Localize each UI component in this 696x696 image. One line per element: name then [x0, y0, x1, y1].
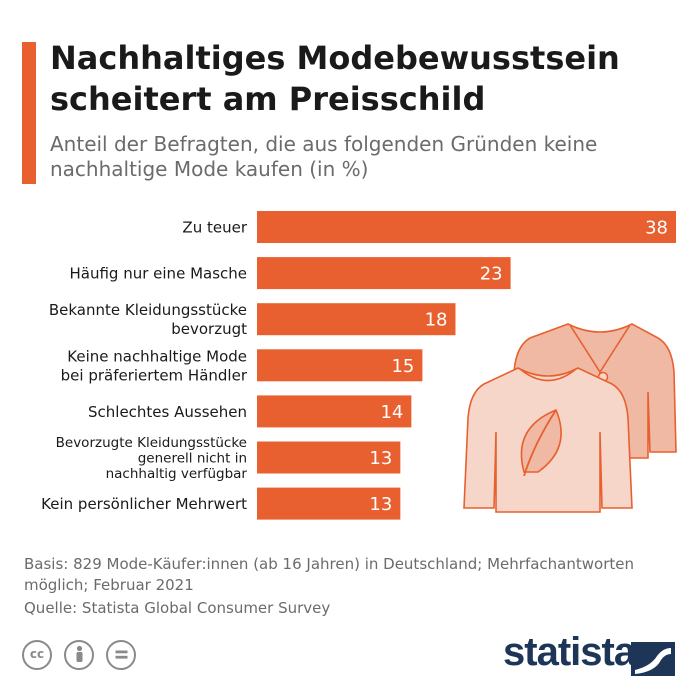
creative-commons-icon: cc	[22, 640, 52, 670]
category-label-0: Zu teuer	[182, 219, 247, 237]
bar-1	[257, 257, 511, 290]
category-label-2: Bekannte Kleidungsstücke bevorzugt	[49, 301, 247, 338]
category-label-1: Häufig nur eine Masche	[70, 265, 248, 283]
category-label-4: Schlechtes Aussehen	[88, 403, 247, 421]
category-label-5: Bevorzugte Kleidungsstücke generell nicht…	[56, 435, 248, 482]
bar-4	[257, 395, 412, 428]
bar-3	[257, 349, 423, 382]
bar-0	[257, 211, 676, 243]
statista-logo-icon	[631, 642, 675, 676]
page-title: Nachhaltiges Modebewusstsein scheitert a…	[50, 39, 620, 118]
bar-2	[257, 303, 456, 336]
bar-value-label-5: 13	[369, 448, 392, 469]
bar-5	[257, 441, 401, 474]
chart-source: Quelle: Statista Global Consumer Survey	[24, 599, 331, 617]
title-accent-bar	[22, 42, 36, 184]
chart-notes: Basis: 829 Mode-Käufer:innen (ab 16 Jahr…	[24, 555, 634, 594]
cardigan-and-sweater-with-leaf-icon	[463, 323, 677, 513]
no-derivatives-icon	[106, 640, 136, 670]
bar-6	[257, 487, 401, 520]
category-label-3: Keine nachhaltige Mode bei präferiertem H…	[61, 347, 248, 384]
bar-value-label-4: 14	[380, 402, 403, 423]
bar-value-label-1: 23	[480, 264, 503, 285]
page-subtitle: Anteil der Befragten, die aus folgenden …	[50, 132, 598, 181]
attribution-icon	[64, 640, 94, 670]
category-label-6: Kein persönlicher Mehrwert	[41, 495, 247, 513]
bar-value-label-0: 38	[645, 218, 668, 239]
bar-value-label-6: 13	[369, 494, 392, 515]
bar-value-label-2: 18	[425, 310, 448, 331]
bar-value-label-3: 15	[391, 356, 414, 377]
statista-logo-text: statista	[503, 630, 636, 674]
